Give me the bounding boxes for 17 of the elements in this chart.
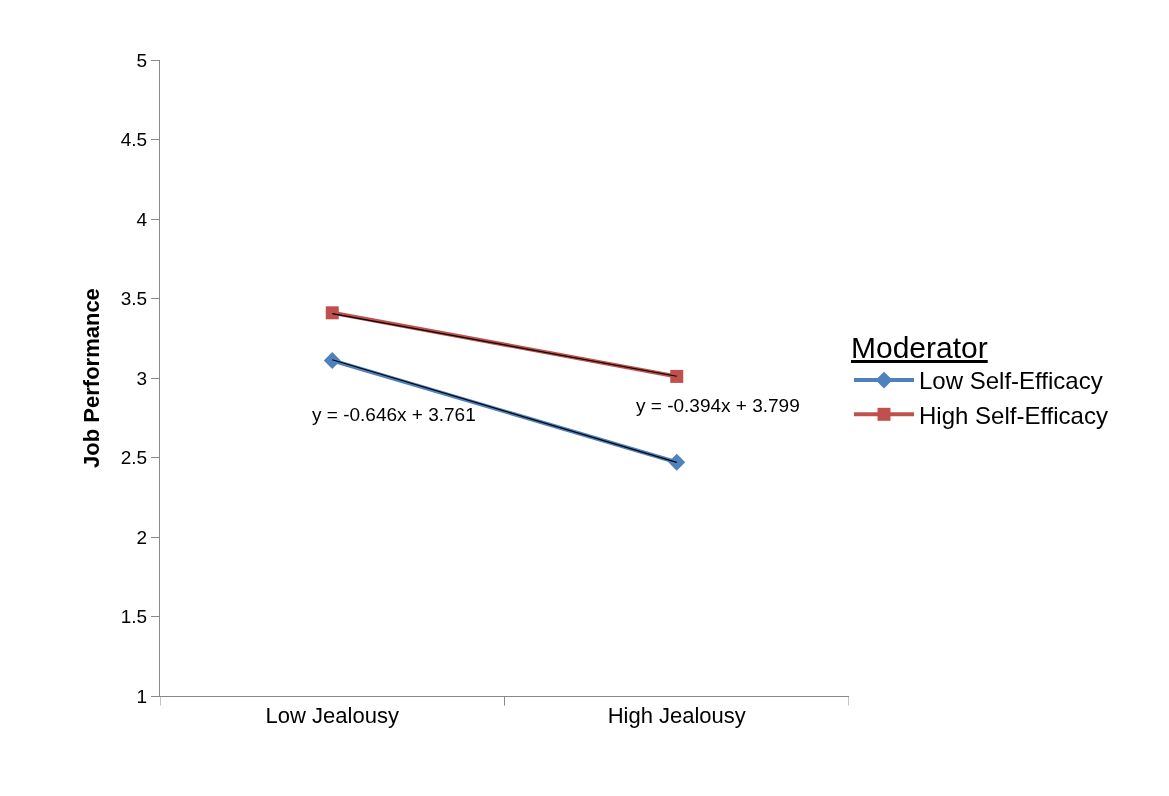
legend-title: Moderator [851,331,988,364]
y-tick-label: 2 [136,526,148,548]
y-tick-label: 5 [136,49,148,71]
y-tick-label: 1 [136,685,148,707]
x-tick-label: High Jealousy [607,703,746,729]
y-tick-label: 3 [136,367,148,389]
annotation: y = -0.646x + 3.761 [312,404,476,425]
legend-label: High Self-Efficacy [919,401,1108,429]
y-tick-label: 4.5 [120,129,148,151]
y-tick-label: 1.5 [120,606,148,628]
y-tick-label: 2.5 [120,447,148,469]
annotation: y = -0.394x + 3.799 [636,395,800,416]
legend-label: Low Self-Efficacy [919,367,1103,395]
y-axis-title: Job Performance [78,288,104,468]
x-tick-label: Low Jealousy [265,703,399,729]
y-tick-label: 4 [136,208,148,230]
y-tick-label: 3.5 [120,288,148,310]
